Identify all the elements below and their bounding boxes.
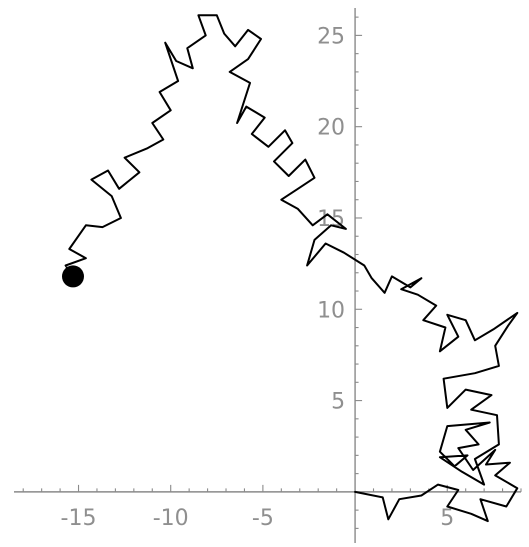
- y-tick-label: 25: [317, 24, 345, 49]
- x-tick-label: -5: [252, 506, 274, 531]
- x-tick-label: -10: [153, 506, 189, 531]
- y-tick-label: 20: [317, 116, 345, 141]
- x-tick-label: -15: [61, 506, 97, 531]
- random-walk-line: [64, 14, 519, 523]
- y-tick-label: 10: [317, 298, 345, 323]
- axes-layer: [14, 8, 521, 543]
- walk-layer: [64, 14, 519, 523]
- x-tick-label: 5: [440, 506, 454, 531]
- walk-end-marker: [61, 265, 84, 288]
- marker-layer: [61, 265, 84, 288]
- y-tick-label: 5: [331, 390, 345, 415]
